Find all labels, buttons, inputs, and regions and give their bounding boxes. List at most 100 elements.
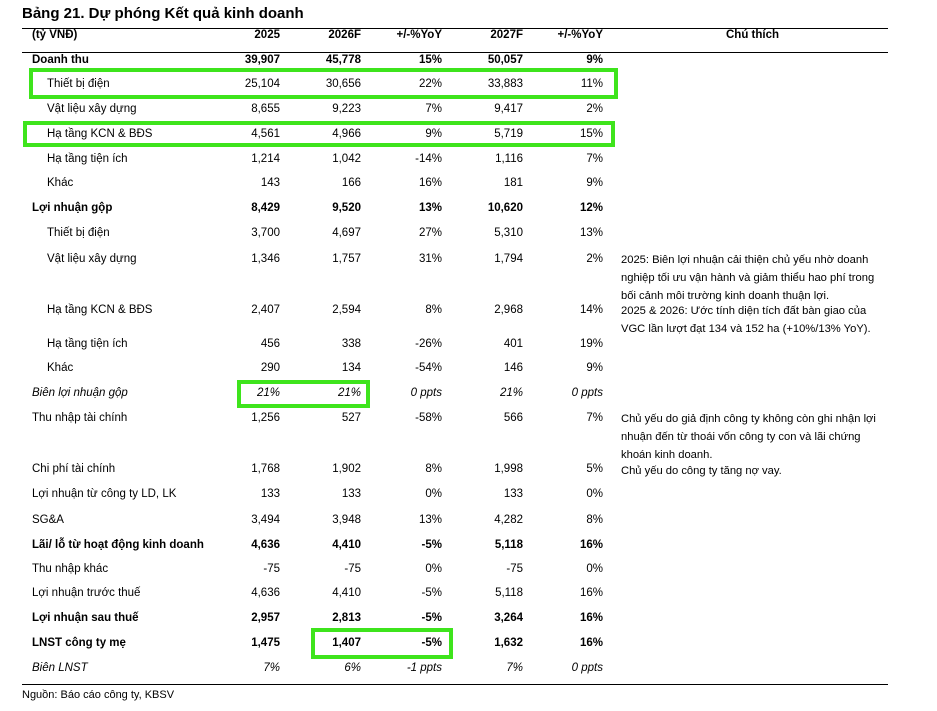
value-yoy-2027: 7% bbox=[586, 412, 603, 424]
table-row: Doanh thu 39,907 45,778 50,057 15% 9% bbox=[0, 54, 937, 70]
value-yoy-2026: -54% bbox=[415, 362, 442, 374]
value-yoy-2027: 0% bbox=[586, 488, 603, 500]
value-2025: 2,407 bbox=[251, 304, 280, 316]
value-yoy-2027: 16% bbox=[579, 587, 603, 599]
value-yoy-2027: 5% bbox=[586, 463, 603, 475]
value-2027f: 1,998 bbox=[494, 463, 523, 475]
value-2025: 1,768 bbox=[251, 463, 280, 475]
value-yoy-2026: 13% bbox=[418, 202, 442, 214]
value-2027f: 1,632 bbox=[494, 637, 523, 649]
value-yoy-2026: -58% bbox=[415, 412, 442, 424]
table-row: Vật liệu xây dựng 1,346 1,757 1,794 31% 2% bbox=[0, 253, 937, 269]
table-row: Thu nhập khác -75 -75 -75 0% 0% bbox=[0, 563, 937, 579]
value-yoy-2026: 16% bbox=[418, 177, 442, 189]
row-label: Thiết bị điện bbox=[47, 78, 110, 90]
value-2025: 7% bbox=[263, 662, 280, 674]
row-label: Lợi nhuận sau thuế bbox=[32, 612, 139, 624]
value-2025: 21% bbox=[256, 387, 280, 399]
value-yoy-2026: 8% bbox=[425, 463, 442, 475]
value-yoy-2026: 0% bbox=[425, 488, 442, 500]
value-2026f: 338 bbox=[341, 338, 361, 350]
value-2027f: 2,968 bbox=[494, 304, 523, 316]
value-yoy-2026: 22% bbox=[418, 78, 442, 90]
value-2025: 3,700 bbox=[251, 227, 280, 239]
value-2027f: 9,417 bbox=[494, 103, 523, 115]
row-label: Lãi/ lỗ từ hoạt động kinh doanh bbox=[32, 539, 204, 551]
value-2026f: 4,410 bbox=[332, 539, 361, 551]
table-row: Khác 143 166 181 16% 9% bbox=[0, 177, 937, 193]
value-2026f: 4,966 bbox=[332, 128, 361, 140]
table-row: LNST công ty mẹ 1,475 1,407 1,632 -5% 16% bbox=[0, 637, 937, 653]
value-2025: 143 bbox=[260, 177, 280, 189]
value-2027f: -75 bbox=[506, 563, 523, 575]
table-bottom-rule bbox=[22, 684, 888, 685]
value-2025: 1,346 bbox=[251, 253, 280, 265]
table-row: Thu nhập tài chính 1,256 527 566 -58% 7% bbox=[0, 412, 937, 428]
table-row: Biên LNST 7% 6% 7% -1 ppts 0 ppts bbox=[0, 662, 937, 678]
value-yoy-2026: 0 ppts bbox=[410, 387, 442, 399]
row-label: SG&A bbox=[32, 514, 64, 526]
row-label: Thu nhập tài chính bbox=[32, 412, 128, 424]
value-yoy-2027: 15% bbox=[579, 128, 603, 140]
table-row: Lợi nhuận từ công ty LD, LK 133 133 133 0% 0% bbox=[0, 488, 937, 504]
value-yoy-2026: -26% bbox=[415, 338, 442, 350]
value-2026f: 527 bbox=[341, 412, 361, 424]
table-row: Lợi nhuận trước thuế 4,636 4,410 5,118 -5% 16… bbox=[0, 587, 937, 603]
value-yoy-2027: 9% bbox=[586, 54, 603, 66]
value-yoy-2027: 16% bbox=[579, 612, 603, 624]
note-financial-income: Chủ yếu do giả định công ty không còn gh… bbox=[621, 413, 876, 461]
value-2026f: -75 bbox=[344, 563, 361, 575]
value-2026f: 1,902 bbox=[332, 463, 361, 475]
value-2026f: 133 bbox=[341, 488, 361, 500]
value-2027f: 1,116 bbox=[495, 153, 523, 165]
value-2027f: 5,118 bbox=[494, 539, 523, 551]
row-label: Vật liệu xây dựng bbox=[47, 103, 137, 115]
value-yoy-2027: 0 ppts bbox=[571, 662, 603, 674]
value-yoy-2026: 8% bbox=[425, 304, 442, 316]
value-yoy-2027: 7% bbox=[586, 153, 603, 165]
value-2025: 25,104 bbox=[244, 78, 280, 90]
value-2027f: 5,310 bbox=[494, 227, 523, 239]
value-yoy-2027: 2% bbox=[586, 103, 603, 115]
value-yoy-2026: 13% bbox=[418, 514, 442, 526]
row-label: Hạ tầng tiện ích bbox=[47, 153, 128, 165]
value-2025: 1,256 bbox=[251, 412, 280, 424]
value-2027f: 181 bbox=[503, 177, 523, 189]
highlight-box-thiet-bi-dien bbox=[29, 68, 618, 99]
value-yoy-2027: 0 ppts bbox=[571, 387, 603, 399]
table-row: Vật liệu xây dựng 8,655 9,223 9,417 7% 2% bbox=[0, 103, 937, 119]
row-label: Doanh thu bbox=[32, 54, 89, 66]
value-2025: 8,655 bbox=[251, 103, 280, 115]
value-2027f: 33,883 bbox=[487, 78, 523, 90]
header-top-rule bbox=[22, 28, 888, 29]
value-2027f: 7% bbox=[506, 662, 523, 674]
table-row: Chi phí tài chính 1,768 1,902 1,998 8% 5% bbox=[0, 463, 937, 479]
value-yoy-2027: 9% bbox=[586, 362, 603, 374]
table-row: Thiết bị điện 3,700 4,697 5,310 27% 13% bbox=[0, 227, 937, 243]
value-yoy-2026: -14% bbox=[415, 153, 442, 165]
table-row: Lợi nhuận gộp 8,429 9,520 10,620 13% 12% bbox=[0, 202, 937, 218]
row-label: Lợi nhuận trước thuế bbox=[32, 587, 141, 599]
header-unit: (tỷ VNĐ) bbox=[32, 29, 78, 41]
table-title: Bảng 21. Dự phóng Kết quả kinh doanh bbox=[22, 5, 304, 22]
row-label: Biên LNST bbox=[32, 662, 88, 674]
note-gross-margin: 2025: Biên lợi nhuận cải thiện chủ yếu n… bbox=[621, 254, 875, 302]
table-row: Hạ tầng KCN & BĐS 4,561 4,966 5,719 9% 15% bbox=[0, 128, 937, 144]
value-yoy-2026: 7% bbox=[425, 103, 442, 115]
value-2027f: 401 bbox=[503, 338, 523, 350]
value-2026f: 6% bbox=[344, 662, 361, 674]
value-yoy-2027: 19% bbox=[579, 338, 603, 350]
value-2026f: 3,948 bbox=[332, 514, 361, 526]
value-yoy-2026: -5% bbox=[421, 612, 442, 624]
value-yoy-2027: 11% bbox=[580, 78, 603, 90]
row-label: Hạ tầng tiện ích bbox=[47, 338, 128, 350]
table-row: Thiết bị điện 25,104 30,656 33,883 22% 11% bbox=[0, 78, 937, 94]
value-yoy-2027: 16% bbox=[579, 539, 603, 551]
table-row: Khác 290 134 146 -54% 9% bbox=[0, 362, 937, 378]
value-2027f: 566 bbox=[503, 412, 523, 424]
value-2026f: 2,813 bbox=[332, 612, 361, 624]
value-2025: 1,475 bbox=[251, 637, 280, 649]
row-label: Hạ tầng KCN & BĐS bbox=[47, 128, 153, 140]
table-row: SG&A 3,494 3,948 4,282 13% 8% bbox=[0, 514, 937, 530]
value-2026f: 166 bbox=[341, 177, 361, 189]
